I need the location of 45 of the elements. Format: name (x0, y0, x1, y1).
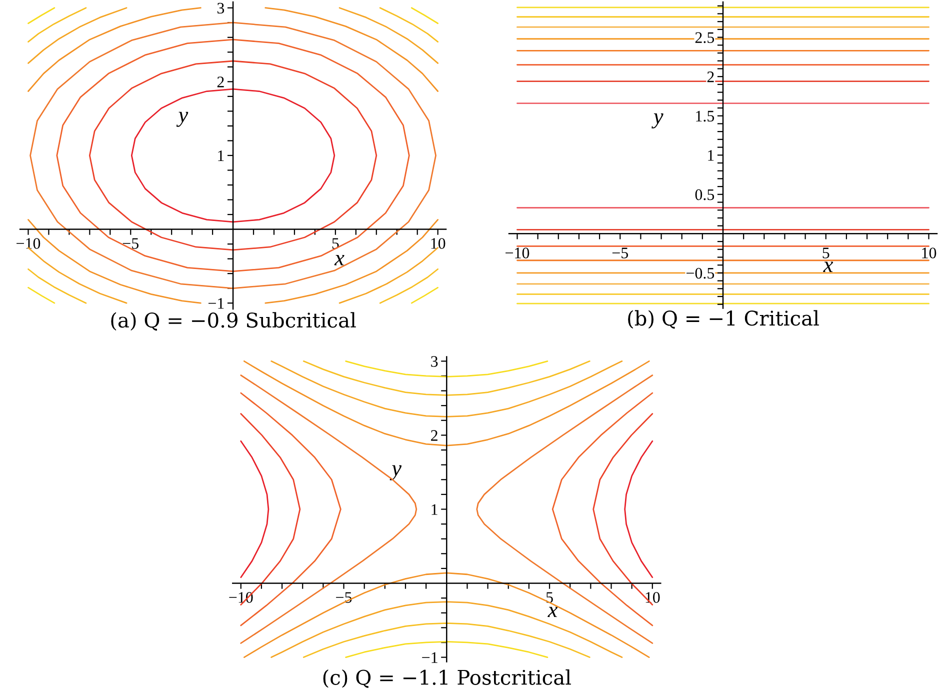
line-series (28, 7, 128, 64)
line-series (56, 38, 410, 272)
line-series (624, 440, 654, 578)
line-series (88, 60, 378, 251)
y-tick-label: −0.5 (686, 268, 714, 279)
line-series (379, 268, 439, 304)
line-series (28, 7, 87, 42)
y-tick-label: 3 (431, 356, 438, 367)
line-series (338, 7, 439, 64)
x-tick-label: 5 (822, 248, 830, 258)
y-tick-label: 2 (217, 76, 224, 88)
x-tick-label: −5 (122, 238, 139, 249)
text: (c) Q = −1.1 Postcritical (323, 669, 571, 688)
y-tick-label: 1 (432, 504, 438, 515)
y-tick-label: 1 (708, 150, 714, 161)
x-tick-label: 10 (646, 592, 660, 603)
line-series (28, 268, 87, 304)
x-tick-label: 10 (431, 238, 446, 249)
y-tick-label: 2 (431, 430, 438, 441)
line-series (130, 88, 336, 223)
y-tick-label: 0.5 (695, 189, 714, 200)
line-series (28, 7, 202, 92)
text: (b) Q = −1 Critical (628, 310, 819, 329)
y-axis-title: y (390, 465, 402, 480)
line-series (379, 7, 439, 42)
line-series (264, 7, 439, 92)
y-tick-label: −1 (208, 298, 224, 309)
x-tick-label: −5 (612, 248, 628, 258)
x-axis-title: x (823, 262, 834, 272)
line-series (28, 247, 128, 304)
y-tick-label: 2 (707, 72, 714, 82)
x-axis-title: x (548, 606, 558, 618)
y-tick-label: 2.5 (695, 32, 714, 44)
line-series (240, 440, 270, 578)
y-axis-title: y (176, 112, 188, 127)
x-tick-label: −10 (506, 248, 530, 258)
text: (a) Q = −0.9 Subcritical (111, 312, 356, 331)
y-tick-label: 1.5 (696, 110, 714, 122)
y-axis-title: y (652, 113, 664, 128)
x-tick-label: −10 (16, 238, 40, 249)
x-axis-title: x (334, 255, 344, 266)
x-tick-label: 10 (922, 248, 936, 258)
y-tick-label: −1 (422, 652, 438, 663)
y-tick-label: 3 (217, 2, 224, 14)
y-tick-label: 1 (218, 150, 224, 162)
